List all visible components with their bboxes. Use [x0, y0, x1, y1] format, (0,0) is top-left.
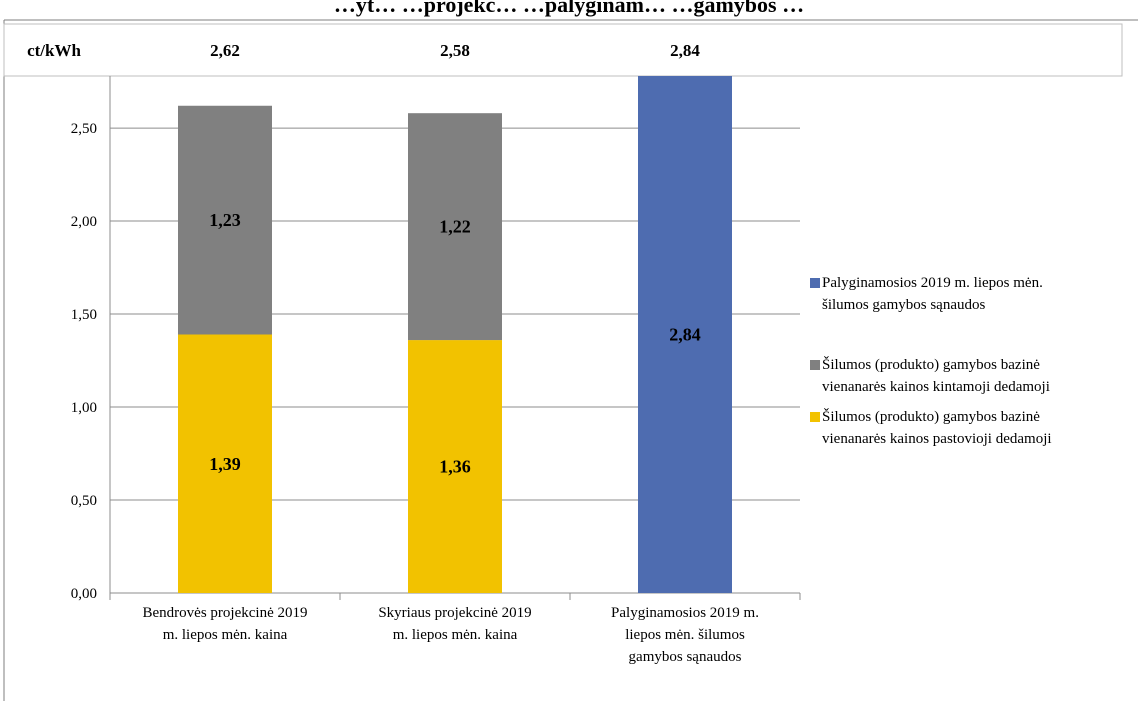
bar-segment-1-2	[178, 105, 272, 335]
legend-label: Palyginamosios 2019 m. liepos mėn.	[822, 275, 1043, 291]
y-tick-label: 0,00	[71, 586, 97, 602]
data-label: 1,22	[439, 217, 471, 237]
total-label-1: 2,62	[210, 41, 240, 60]
x-category-label: Bendrovės projekcinė 2019	[143, 605, 308, 621]
legend-swatch-3	[810, 412, 820, 422]
y-tick-label: 2,00	[71, 214, 97, 230]
total-label-3: 2,84	[670, 41, 700, 60]
data-label: 1,39	[209, 454, 241, 474]
legend-label: vienanarės kainos pastovioji dedamoji	[822, 431, 1052, 447]
bar-segment-2-1	[408, 340, 502, 593]
data-label: 1,23	[209, 210, 241, 230]
header-row	[3, 23, 1123, 77]
bar-segment-3-3	[638, 76, 732, 593]
y-tick-label: 2,50	[71, 121, 97, 137]
bar-segment-1-1	[178, 334, 272, 593]
legend-swatch-2	[810, 360, 820, 370]
x-category-label: gamybos sąnaudos	[629, 649, 742, 665]
legend-swatch-1	[810, 278, 820, 288]
y-tick-label: 1,00	[71, 400, 97, 416]
unit-label: ct/kWh	[27, 41, 81, 60]
x-category-label: m. liepos mėn. kaina	[163, 627, 288, 643]
bar-segment-2-2	[408, 113, 502, 341]
y-tick-label: 1,50	[71, 307, 97, 323]
legend-label: vienanarės kainos kintamoji dedamoji	[822, 379, 1050, 395]
legend-label: Šilumos (produkto) gamybos bazinė	[822, 356, 1040, 373]
x-category-label: m. liepos mėn. kaina	[393, 627, 518, 643]
legend-label: šilumos gamybos sąnaudos	[822, 297, 985, 313]
y-tick-label: 0,50	[71, 493, 97, 509]
data-label: 1,36	[439, 457, 471, 477]
legend-label: Šilumos (produkto) gamybos bazinė	[822, 408, 1040, 425]
data-label: 2,84	[669, 325, 701, 345]
x-category-label: liepos mėn. šilumos	[625, 627, 745, 643]
total-label-2: 2,58	[440, 41, 470, 60]
chart-title: …yt… …projekc… …palyginam… …gamybos …	[334, 0, 804, 17]
x-category-label: Skyriaus projekcinė 2019	[378, 605, 531, 621]
x-category-label: Palyginamosios 2019 m.	[611, 605, 759, 621]
